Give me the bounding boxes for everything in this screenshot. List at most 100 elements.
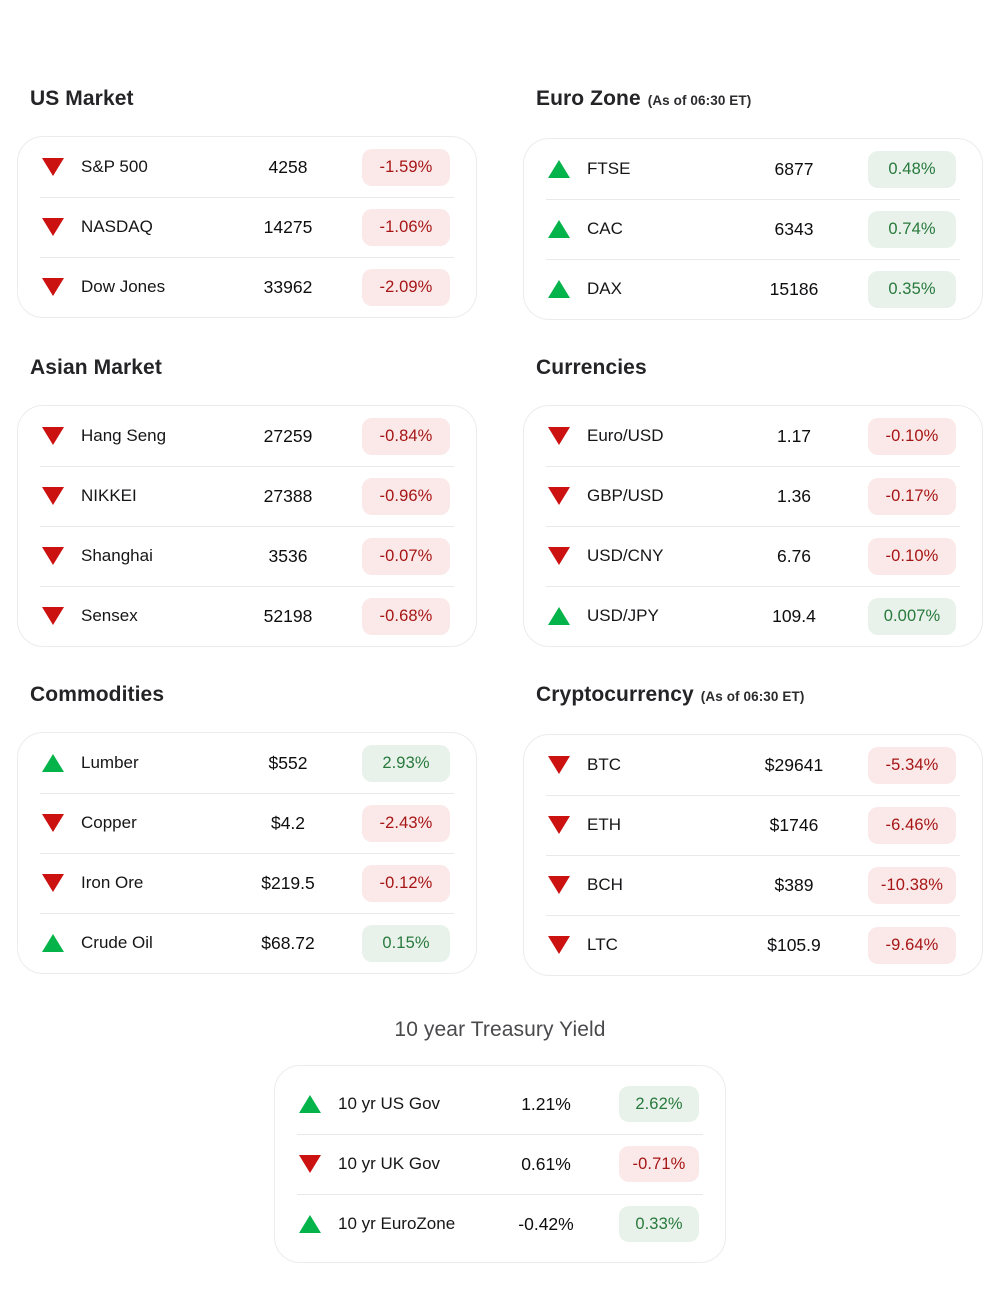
market-row[interactable]: 10 yr UK Gov 0.61% -0.71%: [275, 1134, 725, 1194]
market-row[interactable]: LTC $105.9 -9.64%: [524, 915, 982, 975]
change-badge: -0.12%: [362, 864, 450, 902]
change-badge: -6.46%: [868, 806, 956, 844]
instrument-label: Iron Ore: [81, 873, 144, 892]
market-card: Lumber $552 2.93% Copper $4.2 -2.43% Iro…: [17, 732, 477, 974]
market-card: Euro/USD 1.17 -0.10% GBP/USD 1.36 -0.17%…: [523, 405, 983, 647]
instrument-label: Shanghai: [81, 546, 153, 565]
up-triangle-icon: [548, 607, 570, 625]
change-badge: -9.64%: [868, 926, 956, 964]
down-triangle-icon: [42, 278, 64, 296]
section-cryptocurrency: Cryptocurrency (As of 06:30 ET) BTC $2964…: [523, 682, 983, 976]
change-badge: 2.62%: [619, 1086, 699, 1122]
down-triangle-icon: [42, 547, 64, 565]
market-row[interactable]: Crude Oil $68.72 0.15%: [18, 913, 476, 973]
instrument-value: 1.21%: [521, 1093, 571, 1114]
instrument-value: $552: [268, 752, 308, 773]
market-row[interactable]: Shanghai 3536 -0.07%: [18, 526, 476, 586]
down-triangle-icon: [548, 547, 570, 565]
section-euro-zone: Euro Zone (As of 06:30 ET) FTSE 6877 0.48…: [523, 86, 983, 320]
section-title-text: Asian Market: [30, 356, 162, 379]
market-row[interactable]: FTSE 6877 0.48%: [524, 139, 982, 199]
down-triangle-icon: [299, 1155, 321, 1173]
instrument-label: USD/JPY: [587, 606, 659, 625]
change-badge: -1.59%: [362, 148, 450, 186]
instrument-label: 10 yr UK Gov: [338, 1154, 441, 1173]
market-card: S&P 500 4258 -1.59% NASDAQ 14275 -1.06% …: [17, 136, 477, 318]
instrument-value: $68.72: [261, 932, 315, 953]
instrument-value: 4258: [268, 156, 308, 177]
change-badge: -10.38%: [868, 866, 956, 904]
down-triangle-icon: [42, 158, 64, 176]
market-row[interactable]: USD/JPY 109.4 0.007%: [524, 586, 982, 646]
section-commodities: Commodities Lumber $552 2.93% Copper $4.…: [17, 682, 477, 976]
change-badge: 0.15%: [362, 924, 450, 962]
section-currencies: Currencies Euro/USD 1.17 -0.10% GBP/USD …: [523, 355, 983, 647]
market-row[interactable]: BTC $29641 -5.34%: [524, 735, 982, 795]
instrument-value: 27388: [263, 485, 313, 506]
section-title-text: Currencies: [536, 356, 647, 379]
market-row[interactable]: CAC 6343 0.74%: [524, 199, 982, 259]
market-row[interactable]: Iron Ore $219.5 -0.12%: [18, 853, 476, 913]
instrument-value: 1.36: [776, 485, 812, 506]
down-triangle-icon: [548, 487, 570, 505]
down-triangle-icon: [42, 874, 64, 892]
market-row[interactable]: Dow Jones 33962 -2.09%: [18, 257, 476, 317]
market-row[interactable]: NIKKEI 27388 -0.96%: [18, 466, 476, 526]
section-title: Asian Market: [30, 355, 477, 381]
market-row[interactable]: GBP/USD 1.36 -0.17%: [524, 466, 982, 526]
change-badge: -0.68%: [362, 597, 450, 635]
instrument-value: 109.4: [772, 605, 816, 626]
instrument-label: Euro/USD: [587, 426, 664, 445]
market-card: Hang Seng 27259 -0.84% NIKKEI 27388 -0.9…: [17, 405, 477, 647]
market-row[interactable]: USD/CNY 6.76 -0.10%: [524, 526, 982, 586]
section-title-text: 10 year Treasury Yield: [394, 1018, 606, 1041]
change-badge: -0.07%: [362, 537, 450, 575]
change-badge: 0.33%: [619, 1206, 699, 1242]
market-row[interactable]: S&P 500 4258 -1.59%: [18, 137, 476, 197]
market-row[interactable]: Hang Seng 27259 -0.84%: [18, 406, 476, 466]
section-title: US Market: [30, 86, 477, 112]
market-card: FTSE 6877 0.48% CAC 6343 0.74% DAX 15186…: [523, 138, 983, 320]
instrument-label: S&P 500: [81, 157, 148, 176]
market-row[interactable]: ETH $1746 -6.46%: [524, 795, 982, 855]
section-title: Euro Zone (As of 06:30 ET): [536, 86, 983, 114]
up-triangle-icon: [299, 1215, 321, 1233]
instrument-label: Crude Oil: [81, 933, 153, 952]
up-triangle-icon: [548, 220, 570, 238]
instrument-label: DAX: [587, 279, 622, 298]
market-row[interactable]: 10 yr EuroZone -0.42% 0.33%: [275, 1194, 725, 1254]
down-triangle-icon: [548, 936, 570, 954]
change-badge: 2.93%: [362, 744, 450, 782]
up-triangle-icon: [548, 160, 570, 178]
section-title: Cryptocurrency (As of 06:30 ET): [536, 682, 983, 710]
change-badge: -0.10%: [868, 537, 956, 575]
change-badge: 0.007%: [868, 597, 956, 635]
down-triangle-icon: [42, 814, 64, 832]
instrument-value: 1.17: [776, 425, 812, 446]
up-triangle-icon: [42, 754, 64, 772]
section-us-market: US Market S&P 500 4258 -1.59% NASDAQ 142…: [17, 86, 477, 320]
section-title-text: Euro Zone: [536, 87, 641, 110]
instrument-label: Dow Jones: [81, 277, 166, 296]
market-row[interactable]: DAX 15186 0.35%: [524, 259, 982, 319]
market-row[interactable]: Sensex 52198 -0.68%: [18, 586, 476, 646]
instrument-value: 3536: [268, 545, 308, 566]
change-badge: 0.74%: [868, 210, 956, 248]
market-row[interactable]: 10 yr US Gov 1.21% 2.62%: [275, 1074, 725, 1134]
section-title: Commodities: [30, 682, 477, 708]
market-row[interactable]: BCH $389 -10.38%: [524, 855, 982, 915]
instrument-label: 10 yr EuroZone: [338, 1214, 456, 1233]
instrument-value: 0.61%: [521, 1153, 571, 1174]
instrument-label: ETH: [587, 815, 621, 834]
instrument-value: 14275: [263, 216, 313, 237]
change-badge: -0.96%: [362, 477, 450, 515]
section-subtitle: (As of 06:30 ET): [700, 689, 805, 704]
instrument-value: $389: [774, 874, 814, 895]
market-row[interactable]: Copper $4.2 -2.43%: [18, 793, 476, 853]
market-row[interactable]: NASDAQ 14275 -1.06%: [18, 197, 476, 257]
instrument-label: Hang Seng: [81, 426, 167, 445]
market-row[interactable]: Lumber $552 2.93%: [18, 733, 476, 793]
instrument-label: BCH: [587, 875, 623, 894]
change-badge: 0.35%: [868, 270, 956, 308]
market-row[interactable]: Euro/USD 1.17 -0.10%: [524, 406, 982, 466]
